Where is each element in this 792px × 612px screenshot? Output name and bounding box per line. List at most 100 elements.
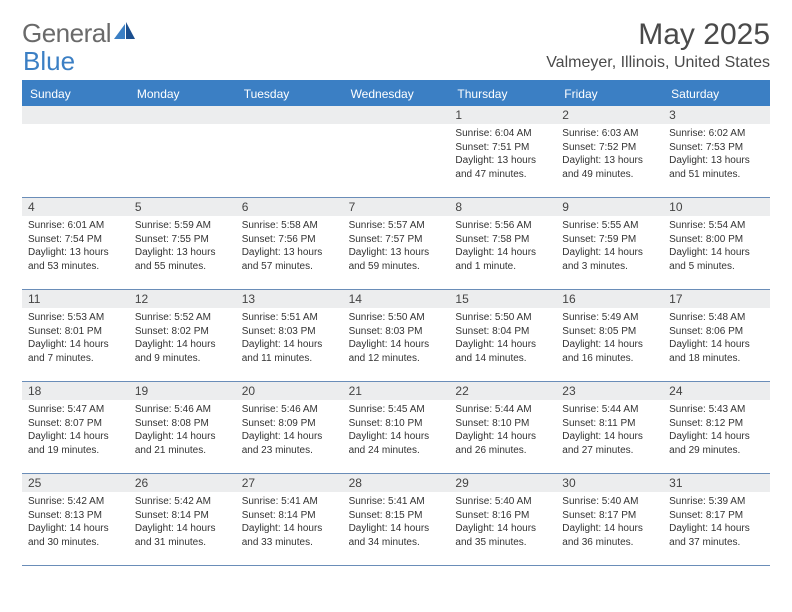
day-cell: 30Sunrise: 5:40 AMSunset: 8:17 PMDayligh… [556,474,663,566]
info-d2: and 3 minutes. [562,260,657,274]
daynum-empty [22,106,129,124]
day-info: Sunrise: 5:58 AMSunset: 7:56 PMDaylight:… [236,216,343,277]
info-d1: Daylight: 13 hours [242,246,337,260]
day-number: 31 [663,474,770,492]
day-cell: 21Sunrise: 5:45 AMSunset: 8:10 PMDayligh… [343,382,450,474]
day-number: 10 [663,198,770,216]
info-d1: Daylight: 14 hours [28,338,123,352]
day-info: Sunrise: 6:01 AMSunset: 7:54 PMDaylight:… [22,216,129,277]
day-cell: 28Sunrise: 5:41 AMSunset: 8:15 PMDayligh… [343,474,450,566]
info-sunset: Sunset: 8:09 PM [242,417,337,431]
month-title: May 2025 [546,18,770,52]
info-d1: Daylight: 13 hours [669,154,764,168]
day-cell: 31Sunrise: 5:39 AMSunset: 8:17 PMDayligh… [663,474,770,566]
day-number: 6 [236,198,343,216]
info-d1: Daylight: 14 hours [455,338,550,352]
day-number: 30 [556,474,663,492]
info-sunset: Sunset: 8:17 PM [562,509,657,523]
info-d2: and 23 minutes. [242,444,337,458]
day-cell: 13Sunrise: 5:51 AMSunset: 8:03 PMDayligh… [236,290,343,382]
day-number: 17 [663,290,770,308]
day-info: Sunrise: 5:52 AMSunset: 8:02 PMDaylight:… [129,308,236,369]
info-d2: and 19 minutes. [28,444,123,458]
info-sunrise: Sunrise: 5:41 AM [349,495,444,509]
info-d2: and 7 minutes. [28,352,123,366]
info-d2: and 24 minutes. [349,444,444,458]
day-number: 1 [449,106,556,124]
info-d1: Daylight: 14 hours [669,430,764,444]
daynum-empty [343,106,450,124]
day-number: 14 [343,290,450,308]
title-block: May 2025 Valmeyer, Illinois, United Stat… [546,18,770,72]
info-sunset: Sunset: 8:12 PM [669,417,764,431]
day-cell: 18Sunrise: 5:47 AMSunset: 8:07 PMDayligh… [22,382,129,474]
info-sunrise: Sunrise: 5:57 AM [349,219,444,233]
info-d1: Daylight: 14 hours [349,522,444,536]
info-sunset: Sunset: 7:54 PM [28,233,123,247]
info-sunrise: Sunrise: 5:48 AM [669,311,764,325]
empty-cell [22,106,129,198]
daynum-empty [236,106,343,124]
day-info: Sunrise: 5:51 AMSunset: 8:03 PMDaylight:… [236,308,343,369]
info-d2: and 49 minutes. [562,168,657,182]
day-number: 2 [556,106,663,124]
day-info: Sunrise: 5:53 AMSunset: 8:01 PMDaylight:… [22,308,129,369]
info-d1: Daylight: 14 hours [669,522,764,536]
info-d2: and 27 minutes. [562,444,657,458]
day-header-thursday: Thursday [449,82,556,106]
day-info: Sunrise: 5:56 AMSunset: 7:58 PMDaylight:… [449,216,556,277]
info-sunset: Sunset: 7:53 PM [669,141,764,155]
day-info: Sunrise: 5:40 AMSunset: 8:16 PMDaylight:… [449,492,556,553]
info-d1: Daylight: 14 hours [135,522,230,536]
daynum-empty [129,106,236,124]
day-cell: 25Sunrise: 5:42 AMSunset: 8:13 PMDayligh… [22,474,129,566]
info-d1: Daylight: 14 hours [242,338,337,352]
day-cell: 6Sunrise: 5:58 AMSunset: 7:56 PMDaylight… [236,198,343,290]
info-sunrise: Sunrise: 5:47 AM [28,403,123,417]
logo-word1: General [22,18,111,49]
info-d1: Daylight: 14 hours [455,430,550,444]
info-sunset: Sunset: 7:52 PM [562,141,657,155]
info-d1: Daylight: 13 hours [562,154,657,168]
info-sunset: Sunset: 8:17 PM [669,509,764,523]
info-d2: and 12 minutes. [349,352,444,366]
day-info: Sunrise: 5:42 AMSunset: 8:14 PMDaylight:… [129,492,236,553]
logo: General [22,18,136,49]
day-info: Sunrise: 5:59 AMSunset: 7:55 PMDaylight:… [129,216,236,277]
day-number: 5 [129,198,236,216]
info-d1: Daylight: 14 hours [28,430,123,444]
info-d2: and 16 minutes. [562,352,657,366]
day-number: 11 [22,290,129,308]
info-d2: and 29 minutes. [669,444,764,458]
day-info: Sunrise: 5:54 AMSunset: 8:00 PMDaylight:… [663,216,770,277]
day-info: Sunrise: 6:02 AMSunset: 7:53 PMDaylight:… [663,124,770,185]
info-sunset: Sunset: 7:57 PM [349,233,444,247]
day-cell: 10Sunrise: 5:54 AMSunset: 8:00 PMDayligh… [663,198,770,290]
sail-icon [114,22,136,45]
info-d2: and 30 minutes. [28,536,123,550]
day-number: 29 [449,474,556,492]
day-info: Sunrise: 5:44 AMSunset: 8:10 PMDaylight:… [449,400,556,461]
day-info: Sunrise: 5:57 AMSunset: 7:57 PMDaylight:… [343,216,450,277]
info-d2: and 53 minutes. [28,260,123,274]
info-d1: Daylight: 13 hours [349,246,444,260]
info-d2: and 9 minutes. [135,352,230,366]
info-sunrise: Sunrise: 5:39 AM [669,495,764,509]
info-sunrise: Sunrise: 5:53 AM [28,311,123,325]
day-number: 23 [556,382,663,400]
info-sunrise: Sunrise: 6:02 AM [669,127,764,141]
info-sunrise: Sunrise: 5:44 AM [562,403,657,417]
info-sunset: Sunset: 8:05 PM [562,325,657,339]
day-info: Sunrise: 5:41 AMSunset: 8:15 PMDaylight:… [343,492,450,553]
day-cell: 20Sunrise: 5:46 AMSunset: 8:09 PMDayligh… [236,382,343,474]
day-info: Sunrise: 5:42 AMSunset: 8:13 PMDaylight:… [22,492,129,553]
day-cell: 1Sunrise: 6:04 AMSunset: 7:51 PMDaylight… [449,106,556,198]
info-d1: Daylight: 14 hours [349,430,444,444]
day-info: Sunrise: 5:39 AMSunset: 8:17 PMDaylight:… [663,492,770,553]
day-number: 4 [22,198,129,216]
info-d2: and 47 minutes. [455,168,550,182]
day-info: Sunrise: 5:46 AMSunset: 8:09 PMDaylight:… [236,400,343,461]
day-info: Sunrise: 5:55 AMSunset: 7:59 PMDaylight:… [556,216,663,277]
day-cell: 19Sunrise: 5:46 AMSunset: 8:08 PMDayligh… [129,382,236,474]
info-sunrise: Sunrise: 6:03 AM [562,127,657,141]
